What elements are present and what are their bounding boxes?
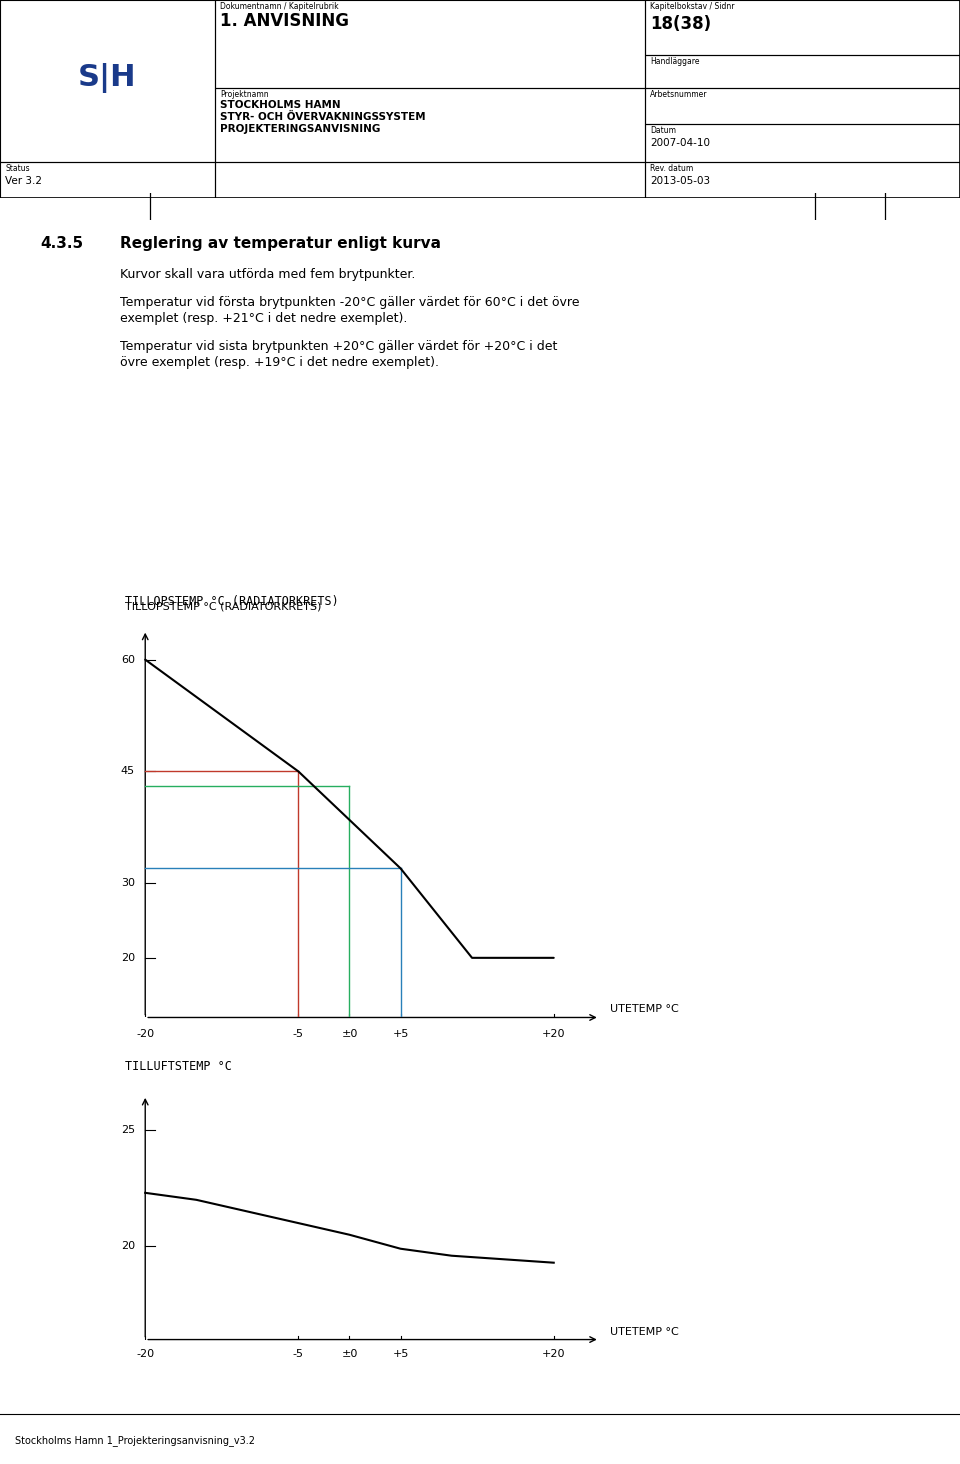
Text: Kurvor skall vara utförda med fem brytpunkter.: Kurvor skall vara utförda med fem brytpu…	[120, 268, 416, 281]
Text: 30: 30	[121, 878, 135, 889]
Text: Stockholms Hamn 1_Projekteringsanvisning_v3.2: Stockholms Hamn 1_Projekteringsanvisning…	[15, 1435, 255, 1446]
Text: S|H: S|H	[78, 63, 136, 92]
Text: STOCKHOLMS HAMN: STOCKHOLMS HAMN	[220, 100, 341, 110]
Text: Ver 3.2: Ver 3.2	[5, 176, 42, 186]
Text: +20: +20	[542, 1348, 565, 1359]
Text: övre exemplet (resp. +19°C i det nedre exemplet).: övre exemplet (resp. +19°C i det nedre e…	[120, 356, 439, 369]
Text: -20: -20	[136, 1029, 155, 1038]
Bar	[645, 0, 960, 56]
Bar	[645, 161, 960, 198]
Bar	[0, 0, 215, 161]
Text: 4.3.5: 4.3.5	[40, 236, 84, 250]
Text: ±0: ±0	[342, 1029, 358, 1038]
Text: Reglering av temperatur enligt kurva: Reglering av temperatur enligt kurva	[120, 236, 441, 250]
Bar	[215, 0, 645, 88]
Text: 25: 25	[121, 1124, 135, 1135]
Text: Projektnamn: Projektnamn	[220, 89, 269, 100]
Bar	[645, 88, 960, 124]
Text: +20: +20	[542, 1029, 565, 1038]
Text: Rev. datum: Rev. datum	[650, 164, 693, 173]
Bar	[0, 161, 215, 198]
Text: Kapitelbokstav / Sidnr: Kapitelbokstav / Sidnr	[650, 1, 734, 12]
Text: -5: -5	[293, 1348, 304, 1359]
Bar	[215, 88, 645, 161]
Text: 45: 45	[121, 767, 135, 776]
Text: TILLOPSTEMP °C (RADIATORKRETS): TILLOPSTEMP °C (RADIATORKRETS)	[125, 602, 322, 610]
Bar	[645, 56, 960, 88]
Text: UTETEMP °C: UTETEMP °C	[610, 1004, 679, 1013]
Text: STYR- OCH ÖVERVAKNINGSSYSTEM: STYR- OCH ÖVERVAKNINGSSYSTEM	[220, 111, 425, 122]
Text: +5: +5	[393, 1348, 409, 1359]
Text: -20: -20	[136, 1348, 155, 1359]
Bar	[645, 124, 960, 161]
Text: exemplet (resp. +21°C i det nedre exemplet).: exemplet (resp. +21°C i det nedre exempl…	[120, 312, 407, 325]
Text: TILLOPSTEMP °C (RADIATORKRETS): TILLOPSTEMP °C (RADIATORKRETS)	[125, 594, 339, 608]
Text: Datum: Datum	[650, 126, 676, 135]
Bar	[215, 161, 645, 198]
Text: Dokumentnamn / Kapitelrubrik: Dokumentnamn / Kapitelrubrik	[220, 1, 339, 12]
Text: +5: +5	[393, 1029, 409, 1038]
Text: TILLUFTSTEMP °C: TILLUFTSTEMP °C	[125, 1060, 231, 1073]
Text: -5: -5	[293, 1029, 304, 1038]
Text: Handläggare: Handläggare	[650, 57, 700, 66]
Text: Temperatur vid första brytpunkten -20°C gäller värdet för 60°C i det övre: Temperatur vid första brytpunkten -20°C …	[120, 296, 580, 309]
Text: ±0: ±0	[342, 1348, 358, 1359]
Text: 18(38): 18(38)	[650, 15, 711, 34]
Text: 1. ANVISNING: 1. ANVISNING	[220, 12, 349, 29]
Text: Status: Status	[5, 164, 30, 173]
Text: 20: 20	[121, 1241, 135, 1252]
Text: Arbetsnummer: Arbetsnummer	[650, 89, 708, 100]
Text: Temperatur vid sista brytpunkten +20°C gäller värdet för +20°C i det: Temperatur vid sista brytpunkten +20°C g…	[120, 340, 558, 353]
Text: 2007-04-10: 2007-04-10	[650, 138, 710, 148]
Text: PROJEKTERINGSANVISNING: PROJEKTERINGSANVISNING	[220, 124, 380, 133]
Text: 2013-05-03: 2013-05-03	[650, 176, 710, 186]
Text: 20: 20	[121, 953, 135, 963]
Text: 60: 60	[121, 654, 135, 665]
Text: UTETEMP °C: UTETEMP °C	[610, 1328, 679, 1337]
